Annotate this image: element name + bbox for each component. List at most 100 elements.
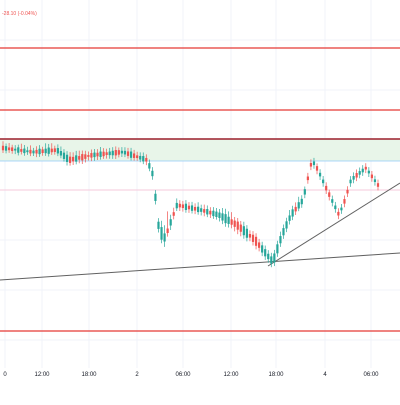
time-tick-label: 18:00 [268,372,284,378]
candle-bull [221,213,224,221]
candle-bull [190,205,194,211]
candle-bear [187,205,191,210]
candle-bear [178,203,181,208]
candle-bull [157,221,160,229]
time-tick-label: 12:00 [223,372,239,378]
candle-bear [87,155,90,157]
candle-bear [328,192,331,197]
candle-bear [236,221,239,230]
candle-bull [227,216,230,224]
candle-bull [367,170,370,174]
candle-bear [68,156,72,163]
candle-bear [239,224,242,232]
candle-bear [126,151,130,156]
candle-bull [75,155,78,162]
candle-bull [276,244,279,254]
candle-bull [197,206,200,213]
candle-bull [38,148,41,155]
candle-bull [123,150,127,155]
candle-bull [242,226,245,236]
change-readout: -28.10 (-0.04%) [2,11,37,17]
candle-bull [291,209,294,217]
candle-bull [129,151,133,158]
candle-bull [358,171,361,175]
candle-bull [32,150,35,154]
candle-bull [270,256,273,264]
candle-bear [294,206,297,212]
candle-bear [81,154,84,161]
candle-bear [306,176,309,181]
candle-bear [254,236,258,246]
candle-bull [163,233,166,242]
candle-bull [93,152,96,158]
candle-bear [117,150,120,155]
candle-bull [111,150,114,156]
candle-bear [370,174,374,179]
trend-line-rising [267,182,400,267]
candle-bear [78,156,81,160]
candle-bear [346,189,349,194]
candle-bear [53,148,56,152]
candle-bear [230,219,233,225]
candle-bear [364,166,367,170]
candle-bull [59,151,63,156]
candle-bear [166,228,169,234]
candle-bull [285,221,288,229]
candle-bull [142,156,145,162]
candle-bull [218,212,221,218]
time-tick-label: 06:00 [363,372,379,378]
candle-bear [376,183,380,187]
candle-bull [349,179,352,184]
time-tick-label: 4 [323,372,327,378]
candle-bear [337,211,340,216]
candle-bear [145,157,148,162]
candle-bull [139,155,142,160]
candle-bull [279,236,282,244]
time-tick-label: 12:00 [34,372,50,378]
candle-bull [340,207,343,211]
candle-bull [373,179,377,183]
candle-bull [14,148,17,151]
candle-bull [44,148,47,154]
candle-bull [352,176,355,180]
candle-bull [120,150,124,154]
candle-bear [233,220,236,227]
candle-bear [203,209,206,213]
candle-bear [96,152,99,157]
candle-bear [1,145,5,151]
candle-bull [212,210,215,217]
candle-bear [248,233,252,238]
candle-bull [184,203,188,211]
candle-bull [99,151,102,157]
candle-bear [136,155,139,159]
candle-bear [355,173,358,178]
candle-bull [47,147,50,154]
candle-bull [303,189,306,195]
trend-line-long [0,252,400,281]
candle-bull [215,211,218,217]
candle-bear [325,185,328,191]
candle-bear [309,162,313,167]
candle-bull [169,219,172,226]
candle-bear [50,148,53,153]
time-tick-label: 2 [135,372,139,378]
candle-bear [11,147,14,152]
candle-bear [41,149,44,153]
candle-bull [288,215,291,221]
candle-bull [17,147,20,153]
candle-bear [193,206,197,211]
candle-bull [273,253,276,263]
candle-bull [56,148,59,154]
candle-bull [282,228,285,236]
supply-zone [0,139,400,161]
candle-bear [29,149,32,154]
candle-bear [105,152,108,155]
candle-bull [245,228,249,238]
candle-bull [334,205,337,210]
candle-bull [361,168,364,173]
candle-bull [151,170,154,177]
candle-bull [200,208,203,212]
candle-bear [209,210,212,215]
